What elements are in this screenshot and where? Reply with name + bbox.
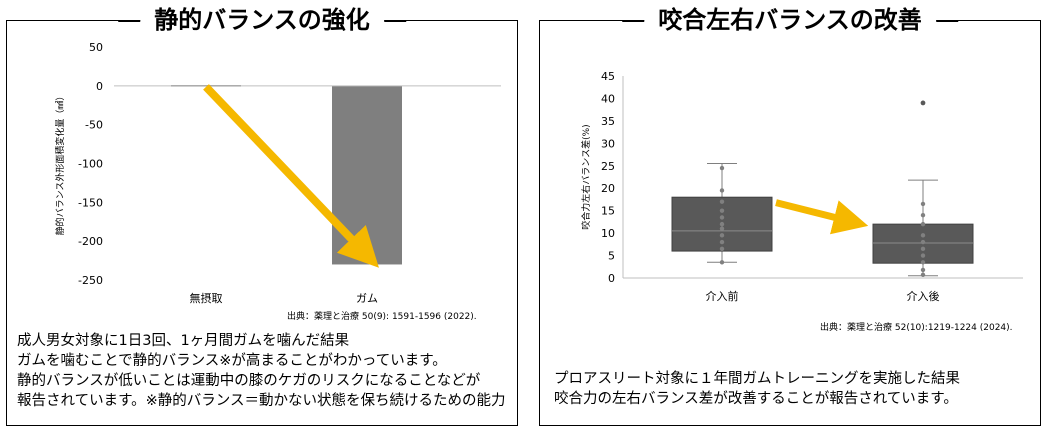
x-category-label-0: 介入前 (706, 289, 739, 303)
ytick-label-2: 10 (601, 227, 615, 240)
ytick-label-7: 35 (601, 115, 615, 128)
ytick-label-4: -150 (78, 196, 103, 209)
ytick-label-0: 50 (89, 41, 103, 54)
static-balance-panel: 静的バランスの強化 50 0 -50 -100 -150 -200 -250 無摂取 ガム 静的バ… (6, 4, 518, 426)
ytick-label-0: 0 (608, 272, 615, 285)
data-point-0-4 (719, 226, 725, 231)
ytick-label-6: 30 (601, 137, 615, 150)
left-panel-title: 静的バランスの強化 (118, 4, 406, 36)
ytick-label-4: 20 (601, 182, 615, 195)
x-category-label-1: ガム (356, 292, 378, 305)
bite-balance-chart: 0 5 10 15 20 25 30 35 40 45 咬合力左右バランス差(%) 介入前 介入後 (580, 70, 1023, 303)
data-point-1-5 (920, 239, 926, 245)
data-point-1-0 (920, 272, 926, 278)
data-point-0-6 (719, 215, 725, 220)
data-point-0-2 (719, 239, 725, 245)
ytick-label-8: 40 (601, 92, 615, 105)
ytick-label-1: 0 (96, 80, 103, 93)
data-point-0-10 (719, 165, 725, 171)
data-point-0-7 (719, 208, 725, 213)
data-point-1-8 (920, 212, 926, 218)
data-point-0-1 (719, 246, 725, 252)
right-desc-line-1: プロアスリート対象に１年間ガムトレーニングを実施した結果 (554, 371, 960, 387)
data-point-0-8 (719, 199, 725, 204)
static-balance-chart: 50 0 -50 -100 -150 -200 -250 無摂取 ガム 静的バランス外形面積変化量… (54, 41, 501, 305)
ytick-label-1: 5 (608, 250, 615, 263)
data-point-0-9 (719, 188, 725, 193)
data-point-1-7 (920, 221, 926, 227)
left-source: 出典：薬理と治療 50(9): 1591-1596 (2022). (287, 312, 477, 322)
y-axis-label: 静的バランス外形面積変化量（㎟） (54, 92, 66, 236)
right-description: プロアスリート対象に１年間ガムトレーニングを実施した結果 咬合力の左右バランス差… (554, 369, 960, 409)
left-desc-line-1: 成人男女対象に1日3回、1ヶ月間ガムを噛んだ結果 (17, 333, 350, 349)
right-desc-line-2: 咬合力の左右バランス差が改善することが報告されています。 (554, 391, 958, 407)
ytick-label-5: 25 (601, 160, 615, 173)
data-point-0-3 (719, 233, 725, 238)
data-point-1-6 (920, 233, 926, 238)
decrease-arrow (203, 84, 379, 268)
x-category-label-1: 介入後 (907, 289, 940, 303)
ytick-label-9: 45 (601, 70, 615, 83)
left-description: 成人男女対象に1日3回、1ヶ月間ガムを噛んだ結果 ガムを噛むことで静的バランス※… (17, 331, 505, 411)
right-source: 出典：薬理と治療 52(10):1219-1224 (2024). (820, 323, 1013, 333)
ytick-label-3: -100 (78, 158, 103, 171)
data-point-1-9 (920, 201, 926, 207)
y-axis-label: 咬合力左右バランス差(%) (580, 124, 592, 229)
left-desc-line-3: 静的バランスが低いことは運動中の膝のケガのリスクになることなどが (17, 373, 481, 389)
data-point-1-1 (920, 267, 926, 273)
data-point-0-5 (719, 221, 725, 227)
data-point-1-3 (920, 253, 926, 258)
bite-balance-panel: 咬合左右バランスの改善 0 5 10 15 20 25 30 35 40 45 咬合力左右バランス差… (539, 4, 1041, 426)
decrease-arrow (775, 199, 869, 235)
ytick-label-5: -200 (78, 235, 103, 248)
ytick-label-2: -50 (85, 119, 103, 132)
data-point-1-4 (920, 246, 926, 252)
left-desc-line-2: ガムを噛むことで静的バランス※が高まることがわかっています。 (17, 353, 447, 369)
bar-1 (332, 85, 402, 265)
outlier-point-1-0 (920, 100, 926, 106)
ytick-label-6: -250 (78, 274, 103, 287)
data-point-1-2 (920, 260, 926, 265)
data-point-0-0 (719, 260, 725, 265)
ytick-label-3: 15 (601, 205, 615, 218)
x-category-label-0: 無摂取 (190, 291, 223, 305)
left-desc-line-4: 報告されています。※静的バランス＝動かない状態を保ち続けるための能力 (17, 393, 506, 409)
right-panel-title: 咬合左右バランスの改善 (622, 4, 958, 36)
